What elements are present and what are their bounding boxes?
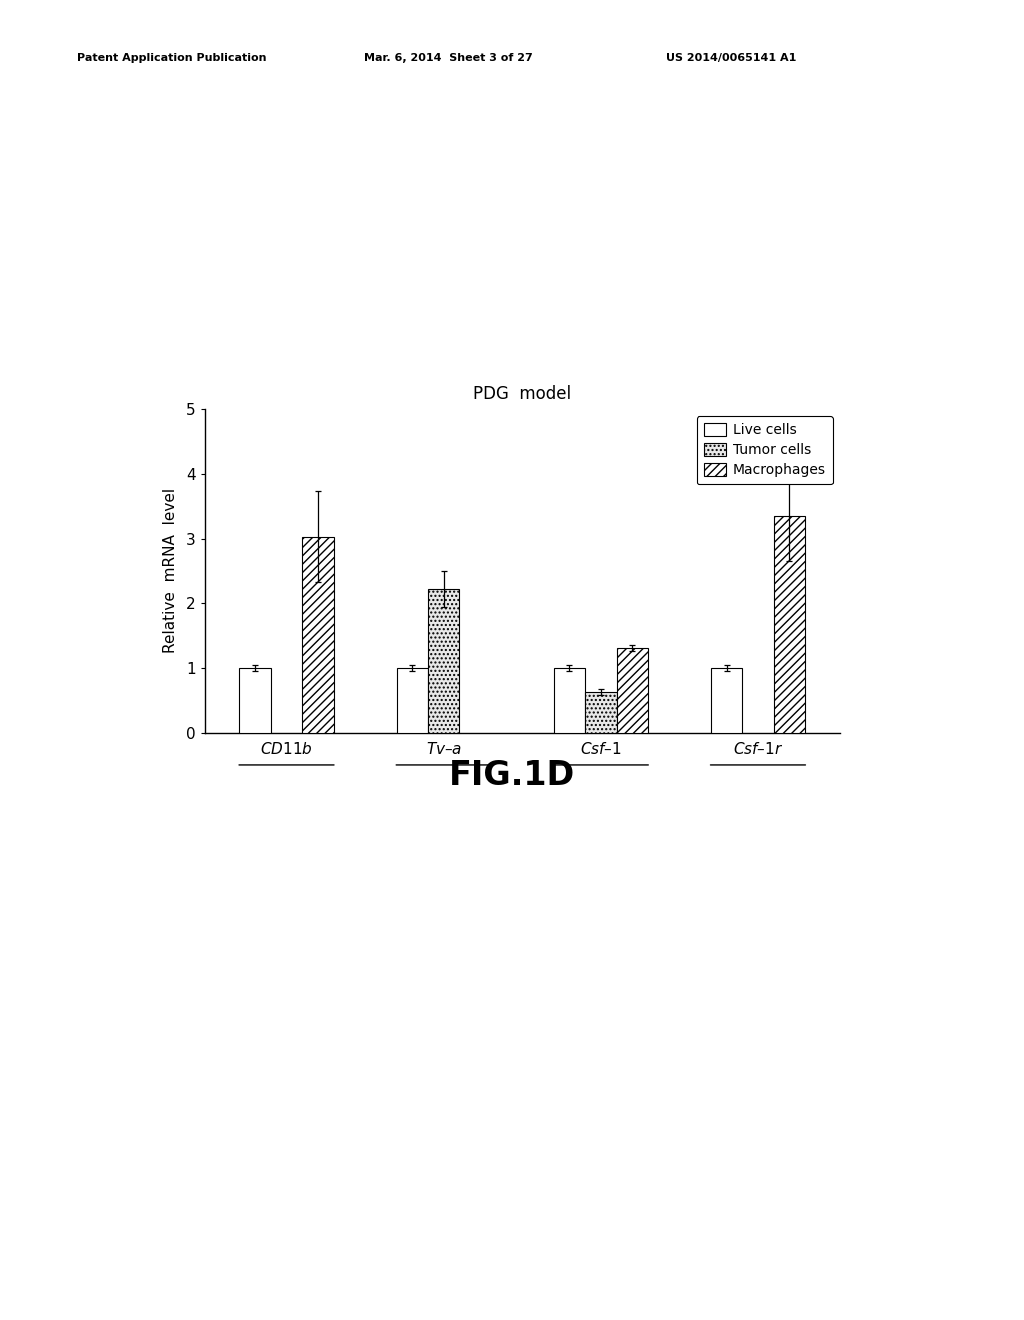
Bar	[616, 648, 648, 733]
Y-axis label: Relative  mRNA  level: Relative mRNA level	[163, 488, 178, 653]
Text: Mar. 6, 2014  Sheet 3 of 27: Mar. 6, 2014 Sheet 3 of 27	[364, 53, 532, 63]
Bar	[585, 692, 616, 733]
Title: PDG  model: PDG model	[473, 385, 571, 404]
Bar	[554, 668, 585, 733]
Bar	[711, 668, 742, 733]
Bar	[302, 537, 334, 733]
Text: US 2014/0065141 A1: US 2014/0065141 A1	[666, 53, 796, 63]
Bar	[428, 589, 460, 733]
Text: FIG.1D: FIG.1D	[449, 759, 575, 792]
Legend: Live cells, Tumor cells, Macrophages: Live cells, Tumor cells, Macrophages	[696, 416, 833, 484]
Bar	[774, 516, 805, 733]
Bar	[396, 668, 428, 733]
Bar	[240, 668, 270, 733]
Text: Patent Application Publication: Patent Application Publication	[77, 53, 266, 63]
